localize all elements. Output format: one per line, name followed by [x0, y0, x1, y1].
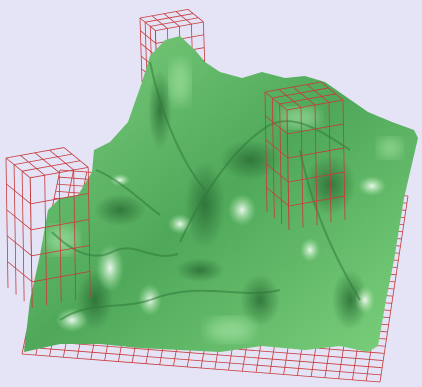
box-top-line [63, 147, 89, 168]
terrain-shade-blob [220, 140, 280, 180]
box-top-line [139, 17, 156, 31]
terrain-surface[interactable] [24, 36, 418, 352]
box-level-line [265, 139, 345, 159]
terrain-shade-blob [56, 308, 88, 332]
terrain-shade-blob [332, 270, 368, 330]
box-level-line [265, 115, 344, 135]
box-top-line [292, 86, 316, 106]
terrain-shade-blob [280, 108, 320, 128]
terrain-ridges [51, 61, 361, 321]
terrain-shade-blob [206, 318, 254, 342]
terrain-shade-blob [170, 60, 190, 104]
box-top-line [272, 87, 329, 99]
box-level-line [6, 209, 90, 231]
box-vertical-line [5, 157, 9, 289]
box-vertical-line [44, 175, 48, 306]
box-top-line [279, 93, 336, 105]
box-top-line [150, 17, 199, 27]
box-right [264, 81, 346, 231]
box-top-line [20, 155, 45, 176]
box-vertical-line [342, 99, 346, 220]
terrain-shade-blob [96, 244, 124, 292]
grid-line [21, 353, 381, 383]
box-top-line [155, 21, 204, 31]
terrain-shade-blob [378, 138, 402, 158]
box-level-line [266, 187, 346, 207]
box-top-line [5, 157, 31, 179]
terrain-shading [46, 60, 402, 342]
box-top-line [5, 147, 65, 159]
terrain-shade-blob [176, 258, 224, 282]
box-vertical-line [271, 97, 275, 219]
terrain-shade-blob [148, 70, 172, 150]
box-vertical-line [58, 172, 62, 303]
grid-line [23, 346, 382, 376]
terrain-shade-blob [240, 274, 280, 326]
box-top-line [163, 13, 180, 27]
box-left [5, 147, 91, 308]
box-top-line [175, 11, 192, 25]
terrain-shade-blob [110, 174, 130, 186]
terrain-shade-blob [358, 176, 386, 196]
box-vertical-line [286, 109, 290, 231]
box-vertical-line [328, 102, 332, 223]
box-top-line [139, 8, 189, 19]
terrain-shade-blob [185, 161, 225, 249]
box-top-line [30, 166, 89, 179]
terrain-shade-blob [300, 238, 320, 262]
box-top-line [187, 9, 204, 23]
wireframe-boxes-front [5, 81, 346, 308]
grid-line [24, 339, 383, 369]
box-top-line [13, 153, 73, 165]
box-top-line [320, 81, 344, 101]
box-top-line [22, 160, 81, 172]
terrain-shade-blob [94, 194, 146, 226]
box-vertical-line [29, 177, 33, 308]
terrain-shade-blob [355, 286, 375, 314]
box-vertical-line [314, 104, 318, 225]
box-top-line [306, 84, 330, 103]
box-top-line [145, 13, 194, 23]
box-vertical-line [300, 107, 304, 228]
box-level-line [6, 183, 89, 205]
box-level-line [140, 30, 204, 44]
box-top-line [264, 91, 288, 111]
box-vertical-line [13, 164, 17, 295]
box-vertical-line [279, 103, 283, 225]
box-top-line [34, 152, 60, 173]
box-vertical-line [139, 17, 143, 83]
box-vertical-line [87, 167, 91, 298]
terrain-shade-blob [228, 194, 256, 226]
box-level-line [7, 261, 91, 283]
box-top-line [49, 149, 74, 171]
box-vertical-line [73, 169, 77, 300]
box-vertical-line [21, 171, 25, 302]
box-vertical-line [264, 91, 268, 213]
box-top-line [151, 15, 168, 29]
box-top-line [264, 81, 322, 93]
box-level-line [266, 163, 345, 183]
box-level-line [7, 235, 90, 257]
box-top-line [278, 89, 302, 108]
